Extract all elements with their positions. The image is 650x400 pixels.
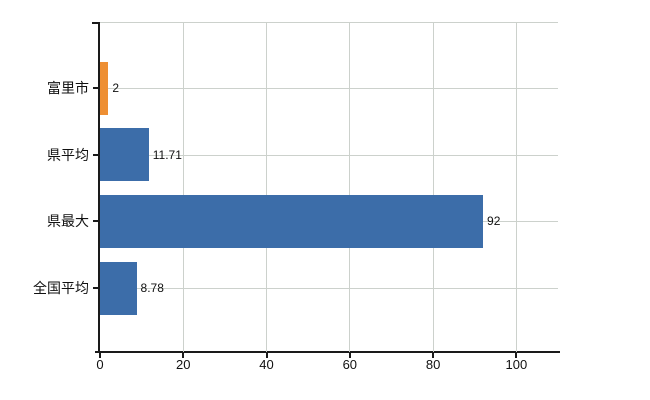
category-label: 県平均 bbox=[47, 146, 89, 163]
bar bbox=[100, 61, 109, 115]
x-axis-tick bbox=[432, 353, 435, 358]
bar-value-label: 11.71 bbox=[152, 147, 182, 162]
bar-value-label: 2 bbox=[112, 81, 119, 95]
y-axis-tick bbox=[93, 153, 100, 156]
y-axis-tick bbox=[93, 287, 100, 289]
gridline-horizontal bbox=[100, 288, 558, 289]
bar-value-label: 92 bbox=[487, 214, 501, 229]
plot-top-border bbox=[100, 22, 558, 23]
x-axis-tick bbox=[182, 353, 185, 358]
x-axis-tick-label: 20 bbox=[176, 357, 191, 372]
x-axis-tick-label: 100 bbox=[505, 357, 528, 372]
x-axis-tick bbox=[348, 353, 351, 358]
category-label: 富里市 bbox=[47, 80, 89, 96]
gridline-horizontal bbox=[100, 154, 558, 156]
gridline-horizontal bbox=[100, 88, 558, 89]
bar bbox=[100, 128, 149, 182]
x-axis-tick bbox=[515, 353, 518, 358]
bar bbox=[100, 261, 137, 315]
plot-area: 2 富里市 11.71 県平均 92 県最大 8.78 全国平均 0 20 40 60 80 100 bbox=[33, 22, 558, 371]
bar-value-label: 8.78 bbox=[140, 281, 164, 295]
y-axis-line bbox=[98, 22, 100, 353]
x-axis-tick-label: 40 bbox=[259, 357, 274, 372]
y-axis-tick bbox=[93, 220, 100, 223]
x-axis-tick bbox=[99, 353, 101, 358]
gridline-vertical bbox=[349, 23, 351, 352]
y-axis-top-cap-tick bbox=[92, 22, 98, 24]
x-axis-tick-label: 0 bbox=[96, 357, 104, 372]
x-axis-tick-label: 60 bbox=[342, 357, 358, 372]
x-axis-line bbox=[95, 351, 560, 353]
bar bbox=[100, 194, 484, 248]
gridline-vertical bbox=[432, 23, 434, 352]
category-label: 全国平均 bbox=[33, 280, 89, 296]
x-axis-tick-label: 80 bbox=[425, 357, 441, 372]
y-axis-tick bbox=[93, 87, 100, 89]
gridline-vertical bbox=[515, 23, 517, 352]
category-label: 県最大 bbox=[47, 213, 89, 230]
x-axis-tick bbox=[265, 353, 268, 358]
gridline-vertical bbox=[182, 23, 184, 352]
gridline-vertical bbox=[266, 23, 268, 352]
